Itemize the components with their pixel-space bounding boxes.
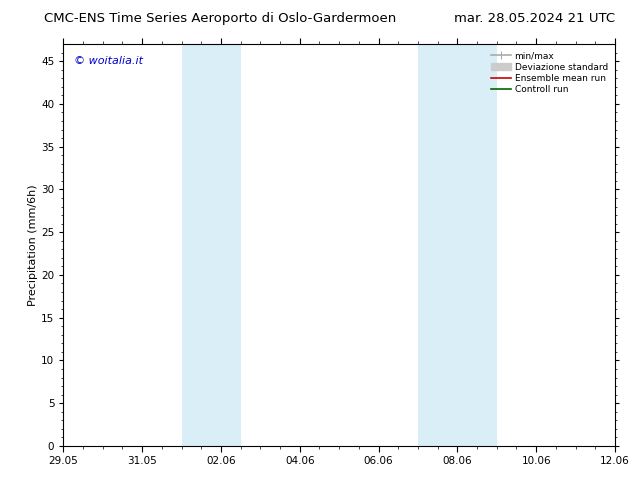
- Y-axis label: Precipitation (mm/6h): Precipitation (mm/6h): [29, 184, 38, 306]
- Legend: min/max, Deviazione standard, Ensemble mean run, Controll run: min/max, Deviazione standard, Ensemble m…: [488, 49, 611, 97]
- Bar: [181, 44, 241, 446]
- Text: © woitalia.it: © woitalia.it: [74, 56, 143, 66]
- Text: mar. 28.05.2024 21 UTC: mar. 28.05.2024 21 UTC: [454, 12, 615, 25]
- Text: CMC-ENS Time Series Aeroporto di Oslo-Gardermoen: CMC-ENS Time Series Aeroporto di Oslo-Ga…: [44, 12, 397, 25]
- Bar: [418, 44, 497, 446]
